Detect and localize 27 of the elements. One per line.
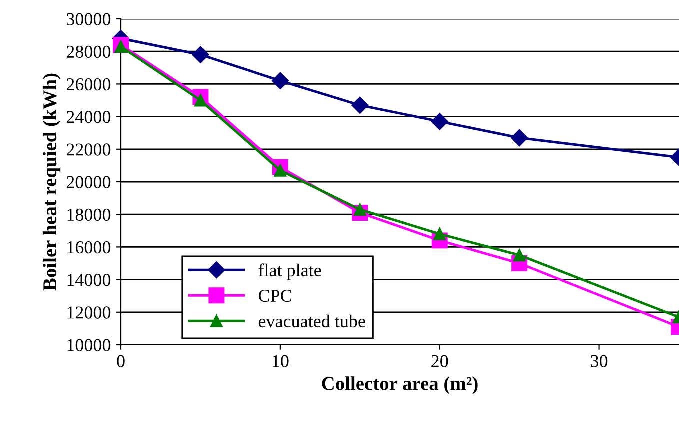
x-axis-title: Collector area (m²)	[322, 376, 478, 394]
y-tick-label: 16000	[68, 241, 111, 254]
y-tick-label: 12000	[68, 306, 111, 319]
y-tick-label: 14000	[68, 274, 111, 286]
y-tick-label: 28000	[66, 46, 111, 58]
y-tick-label: 20000	[66, 176, 111, 188]
legend-label: evacuated tube	[258, 314, 366, 328]
legend-label: CPC	[258, 290, 292, 302]
point	[511, 129, 528, 147]
point	[272, 72, 289, 90]
y-tick-label: 26000	[66, 78, 111, 91]
y-tick-label: 30000	[67, 13, 111, 26]
point	[431, 113, 448, 130]
point	[352, 96, 369, 114]
y-tick-label: 18000	[68, 208, 111, 222]
point	[192, 46, 210, 64]
y-tick-label: 10000	[68, 339, 111, 352]
y-tick-label: 24000	[66, 111, 111, 124]
legend-label: flat plate	[258, 264, 322, 280]
x-tick-label: 30	[591, 355, 608, 368]
point	[434, 228, 446, 240]
x-tick-label: 10	[272, 355, 289, 368]
point	[513, 249, 526, 262]
x-tick-label: 0	[117, 355, 125, 368]
x-tick-label: 20	[432, 355, 448, 368]
y-axis-title: Boiler heat requied (kWh)	[42, 74, 61, 291]
y-tick-label: 22000	[66, 144, 111, 156]
